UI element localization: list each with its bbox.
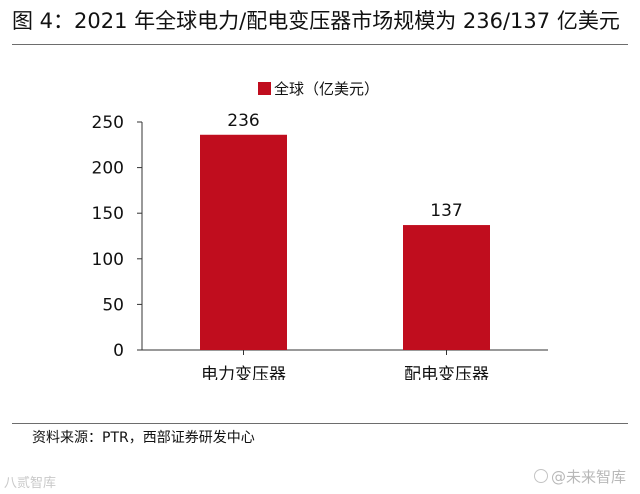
y-tick-label: 200: [92, 159, 124, 179]
y-tick-label: 50: [102, 295, 124, 315]
y-tick-label: 100: [92, 250, 124, 270]
watermark-right: @未来智库: [533, 466, 626, 487]
watermark-logo-icon: [533, 469, 548, 483]
source-divider: [12, 423, 628, 424]
x-tick-label: 电力变压器: [201, 365, 286, 380]
y-tick-label: 0: [113, 341, 124, 361]
y-tick-label: 250: [92, 113, 124, 133]
figure-title: 图 4：2021 年全球电力/配电变压器市场规模为 236/137 亿美元: [12, 9, 620, 33]
watermark-right-text: @未来智库: [550, 468, 626, 486]
legend-label: 全球（亿美元）: [274, 80, 379, 98]
bar: [200, 134, 287, 350]
data-label: 137: [430, 201, 462, 221]
x-axis-labels: 电力变压器 配电变压器: [201, 365, 489, 380]
bar-chart: 0 50 100 150 200 250 236 137 电力变压器 配电变压器 全球（亿美元…: [92, 80, 548, 380]
source-note: 资料来源：PTR，西部证券研发中心: [32, 430, 255, 446]
watermark-left: 八贰智库: [4, 476, 57, 491]
legend-swatch: [258, 82, 271, 95]
legend: 全球（亿美元）: [258, 80, 379, 98]
title-divider: [12, 44, 628, 45]
x-tick-label: 配电变压器: [404, 365, 489, 380]
bars: 236 137: [200, 111, 490, 355]
y-tick-label: 150: [92, 204, 124, 224]
bar: [403, 225, 490, 350]
y-axis-ticks: 0 50 100 150 200 250: [92, 113, 142, 361]
data-label: 236: [227, 111, 259, 131]
